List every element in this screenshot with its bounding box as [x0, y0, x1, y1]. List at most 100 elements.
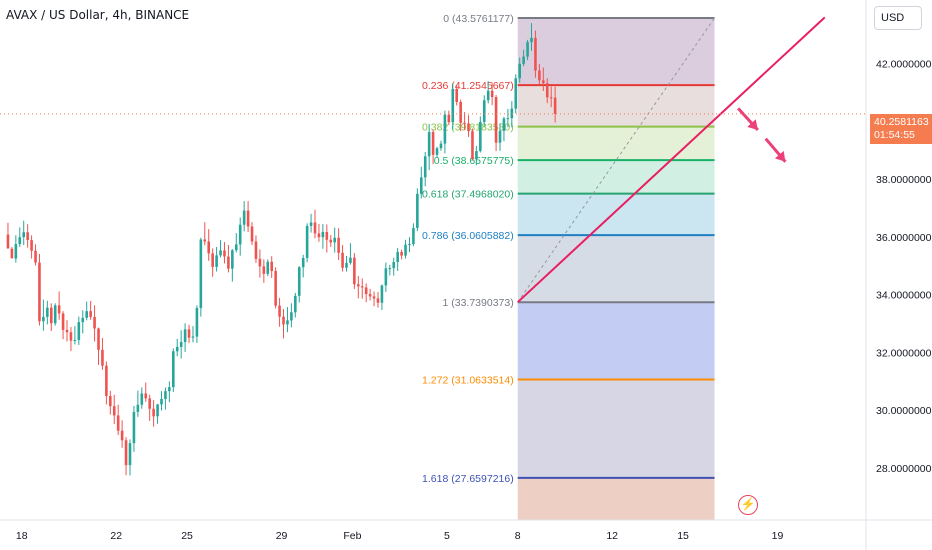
candle-body: [404, 244, 407, 256]
candle-body: [191, 336, 195, 338]
candle-body: [431, 132, 435, 155]
candle-body: [168, 387, 171, 392]
candle-body: [553, 97, 557, 114]
candle-body: [309, 222, 313, 226]
candle-body: [297, 267, 301, 296]
candle-body: [380, 285, 384, 303]
candle-body: [427, 132, 431, 157]
candle-body: [435, 148, 439, 155]
y-tick-label: 32.0000000: [876, 347, 932, 359]
candle-body: [81, 317, 85, 323]
candle-body: [333, 237, 336, 243]
chart-title: AVAX / US Dollar, 4h, BINANCE: [6, 8, 190, 22]
currency-button[interactable]: USD: [874, 6, 922, 30]
candle-body: [65, 329, 69, 333]
candle-body: [534, 37, 537, 71]
candle-body: [439, 143, 443, 149]
candle-body: [305, 225, 309, 258]
fib-level-label: 0 (43.5761177): [443, 13, 513, 25]
candle-body: [203, 239, 207, 242]
candle-body: [376, 298, 380, 303]
candle-body: [506, 118, 510, 120]
candle-body: [353, 257, 356, 285]
fib-trend-line: [517, 17, 715, 303]
candle-body: [156, 404, 159, 417]
fib-level-label: 1.618 (27.6597216): [422, 473, 514, 485]
candle-body: [57, 305, 61, 314]
candle-body: [254, 241, 258, 259]
y-tick-label: 36.0000000: [876, 232, 932, 244]
candle-body: [179, 342, 183, 347]
candle-body: [73, 340, 77, 342]
x-tick-label: 19: [772, 530, 784, 542]
fib-zone: [517, 477, 715, 520]
lightning-icon[interactable]: ⚡: [738, 495, 758, 515]
candle-body: [14, 244, 18, 259]
candle-body: [234, 244, 238, 251]
arrow-head: [774, 150, 786, 162]
candle-body: [164, 391, 167, 399]
fib-zone: [517, 193, 715, 236]
candle-body: [175, 346, 179, 352]
fib-level-label: 0.786 (36.0605882): [422, 230, 514, 242]
fib-level-label: 1 (33.7390373): [442, 297, 513, 309]
fib-level-label: 0.618 (37.4968020): [422, 189, 514, 201]
x-tick-label: Feb: [343, 530, 361, 542]
candle-body: [360, 286, 364, 288]
candle-body: [211, 253, 214, 267]
candle-body: [160, 398, 163, 405]
candle-body: [215, 255, 218, 267]
candle-body: [357, 284, 360, 287]
last-price-value: 40.2581163: [874, 116, 929, 128]
fib-level-label: 1.272 (31.0633514): [422, 375, 514, 387]
candle-body: [278, 305, 281, 317]
candle-body: [329, 239, 333, 243]
x-tick-label: 5: [444, 530, 450, 542]
candle-body: [101, 349, 104, 366]
candle-body: [451, 88, 455, 123]
candle-body: [246, 210, 250, 227]
candle-body: [171, 351, 175, 388]
candle-body: [18, 237, 22, 245]
candle-body: [388, 268, 392, 270]
candle-body: [313, 222, 317, 234]
candle-body: [195, 307, 199, 337]
candle-body: [290, 312, 293, 321]
candle-body: [372, 296, 376, 299]
x-tick-label: 8: [515, 530, 521, 542]
candle-body: [301, 257, 305, 268]
candle-body: [183, 329, 187, 343]
candle-body: [482, 100, 486, 122]
candle-body: [549, 97, 553, 99]
candle-body: [46, 307, 49, 317]
candle-body: [530, 37, 533, 43]
candle-body: [526, 42, 529, 57]
candle-body: [227, 256, 230, 269]
candle-body: [136, 404, 140, 412]
x-tick-label: 18: [16, 530, 28, 542]
candle-body: [199, 239, 203, 308]
candle-body: [262, 266, 266, 274]
fib-level-label: 0.236 (41.2545667): [422, 80, 514, 92]
candle-body: [42, 316, 45, 322]
candle-body: [337, 237, 340, 253]
trendline: [517, 16, 826, 303]
candle-body: [341, 252, 344, 268]
fib-zone: [517, 302, 715, 380]
candle-body: [459, 101, 462, 123]
candle-body: [270, 261, 274, 271]
fibonacci-retracement: 0 (43.5761177)0.236 (41.2545667)0.382 (3…: [422, 13, 715, 520]
candle-body: [61, 313, 65, 330]
candle-body: [49, 307, 53, 324]
candle-body: [112, 406, 116, 416]
candle-body: [30, 240, 33, 251]
x-tick-label: 15: [677, 530, 689, 542]
x-tick-label: 12: [606, 530, 618, 542]
candle-body: [408, 244, 411, 246]
candle-body: [463, 122, 466, 124]
candle-body: [148, 398, 151, 409]
candle-body: [238, 224, 242, 245]
candle-body: [498, 130, 502, 143]
candle-body: [419, 177, 423, 194]
